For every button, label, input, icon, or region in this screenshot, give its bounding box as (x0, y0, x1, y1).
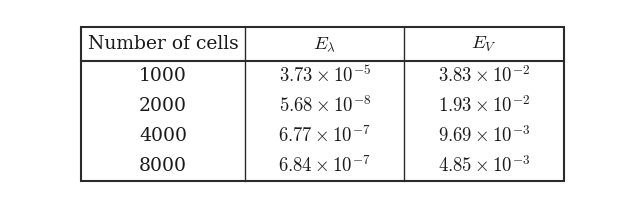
Text: 4000: 4000 (139, 127, 187, 145)
Text: 2000: 2000 (139, 97, 187, 115)
Text: $6.77 \times 10^{-7}$: $6.77 \times 10^{-7}$ (279, 125, 371, 146)
Text: Number of cells: Number of cells (87, 35, 238, 53)
Text: $E_{\lambda}$: $E_{\lambda}$ (313, 35, 337, 53)
Text: $9.69 \times 10^{-3}$: $9.69 \times 10^{-3}$ (438, 125, 530, 146)
Text: $1.93 \times 10^{-2}$: $1.93 \times 10^{-2}$ (438, 95, 530, 116)
Text: $3.73 \times 10^{-5}$: $3.73 \times 10^{-5}$ (279, 66, 371, 87)
Text: $E_{V}$: $E_{V}$ (471, 34, 497, 54)
Text: 1000: 1000 (139, 67, 187, 85)
Text: $5.68 \times 10^{-8}$: $5.68 \times 10^{-8}$ (279, 95, 371, 116)
Text: $4.85 \times 10^{-3}$: $4.85 \times 10^{-3}$ (438, 156, 530, 177)
Text: $6.84 \times 10^{-7}$: $6.84 \times 10^{-7}$ (279, 156, 371, 177)
Text: 8000: 8000 (139, 157, 187, 175)
Text: $3.83 \times 10^{-2}$: $3.83 \times 10^{-2}$ (438, 66, 530, 87)
